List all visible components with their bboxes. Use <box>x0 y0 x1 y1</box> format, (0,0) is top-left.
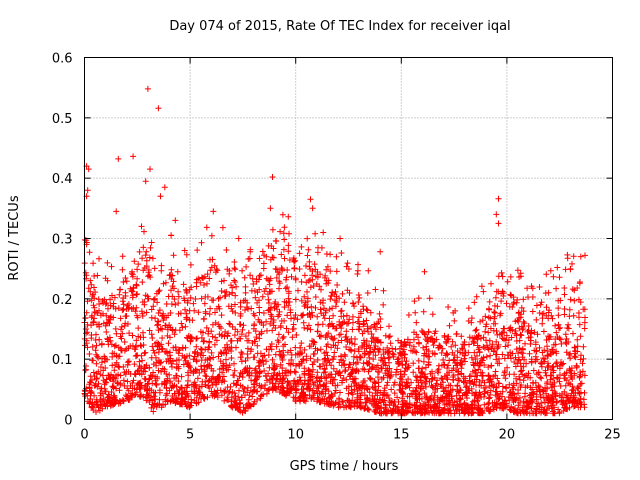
axis-ticks <box>84 57 613 420</box>
y-tick-label: 0 <box>64 414 72 429</box>
x-tick-label: 0 <box>80 428 88 443</box>
x-tick-label: 5 <box>186 428 194 443</box>
y-tick-label: 0.6 <box>52 52 73 67</box>
data-points <box>81 85 588 417</box>
roti-series-markers <box>81 85 588 417</box>
chart-title: Day 074 of 2015, Rate Of TEC Index for r… <box>169 19 510 34</box>
x-tick-label: 25 <box>604 428 621 443</box>
x-tick-label: 20 <box>499 428 516 443</box>
y-tick-label: 0.5 <box>52 112 73 127</box>
y-tick-label: 0.4 <box>52 172 73 187</box>
y-tick-labels: 0 0.1 0.2 0.3 0.4 0.5 0.6 <box>52 52 73 429</box>
x-tick-label: 10 <box>287 428 304 443</box>
x-tick-label: 15 <box>393 428 410 443</box>
y-axis-label: ROTI / TECUs <box>7 195 22 280</box>
y-tick-label: 0.2 <box>52 293 73 308</box>
x-axis-label: GPS time / hours <box>290 459 399 474</box>
y-tick-label: 0.1 <box>52 353 73 368</box>
y-tick-label: 0.3 <box>52 233 73 248</box>
x-tick-labels: 0 5 10 15 20 25 <box>80 428 620 443</box>
